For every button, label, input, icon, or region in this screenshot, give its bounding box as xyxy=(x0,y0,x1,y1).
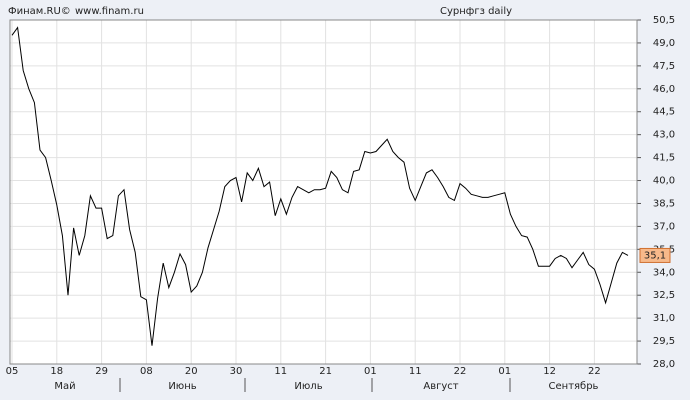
price-line xyxy=(11,26,629,346)
y-tick-label: 29,5 xyxy=(653,336,675,347)
x-tick-label: 18 xyxy=(50,366,63,377)
y-tick-label: 50,5 xyxy=(653,15,675,26)
month-label: Июнь xyxy=(168,381,196,392)
month-label: Сентябрь xyxy=(549,381,599,392)
y-tick-label: 31,0 xyxy=(653,313,675,324)
x-tick-label: 22 xyxy=(588,366,601,377)
y-tick-label: 44,5 xyxy=(653,107,675,118)
x-tick-label: 29 xyxy=(95,366,108,377)
y-tick-label: 49,0 xyxy=(653,38,675,49)
y-tick-label: 40,0 xyxy=(653,176,675,187)
source: Финам.RU© xyxy=(8,6,71,17)
month-label: Июль xyxy=(294,381,322,392)
x-tick-label: 08 xyxy=(140,366,153,377)
x-tick-label: 11 xyxy=(409,366,422,377)
x-tick-label: 22 xyxy=(454,366,467,377)
y-tick-label: 47,5 xyxy=(653,61,675,72)
x-tick-label: 01 xyxy=(498,366,511,377)
y-tick-label: 46,0 xyxy=(653,84,675,95)
x-tick-label: 12 xyxy=(543,366,556,377)
last-price-box xyxy=(639,247,671,263)
x-tick-label: 01 xyxy=(364,366,377,377)
url: www.finam.ru xyxy=(75,6,144,17)
x-tick-label: 20 xyxy=(185,366,198,377)
y-tick-label: 28,0 xyxy=(653,359,675,370)
y-tick-label: 37,0 xyxy=(653,221,675,232)
month-label: Август xyxy=(423,381,458,392)
y-tick-label: 38,5 xyxy=(653,198,675,209)
last-price-label: 35,1 xyxy=(644,250,666,261)
plot-area xyxy=(10,20,637,364)
y-tick-label: 34,0 xyxy=(653,267,675,278)
x-tick-label: 30 xyxy=(230,366,243,377)
y-tick-label: 41,5 xyxy=(653,153,675,164)
x-tick-label: 11 xyxy=(274,366,287,377)
month-label: Май xyxy=(54,381,75,392)
chart-title: Сурнфгз daily xyxy=(440,6,512,17)
y-tick-label: 43,0 xyxy=(653,130,675,141)
x-tick-label: 05 xyxy=(6,366,19,377)
plot-border xyxy=(9,19,638,365)
x-tick-label: 21 xyxy=(319,366,332,377)
y-tick-label: 32,5 xyxy=(653,290,675,301)
